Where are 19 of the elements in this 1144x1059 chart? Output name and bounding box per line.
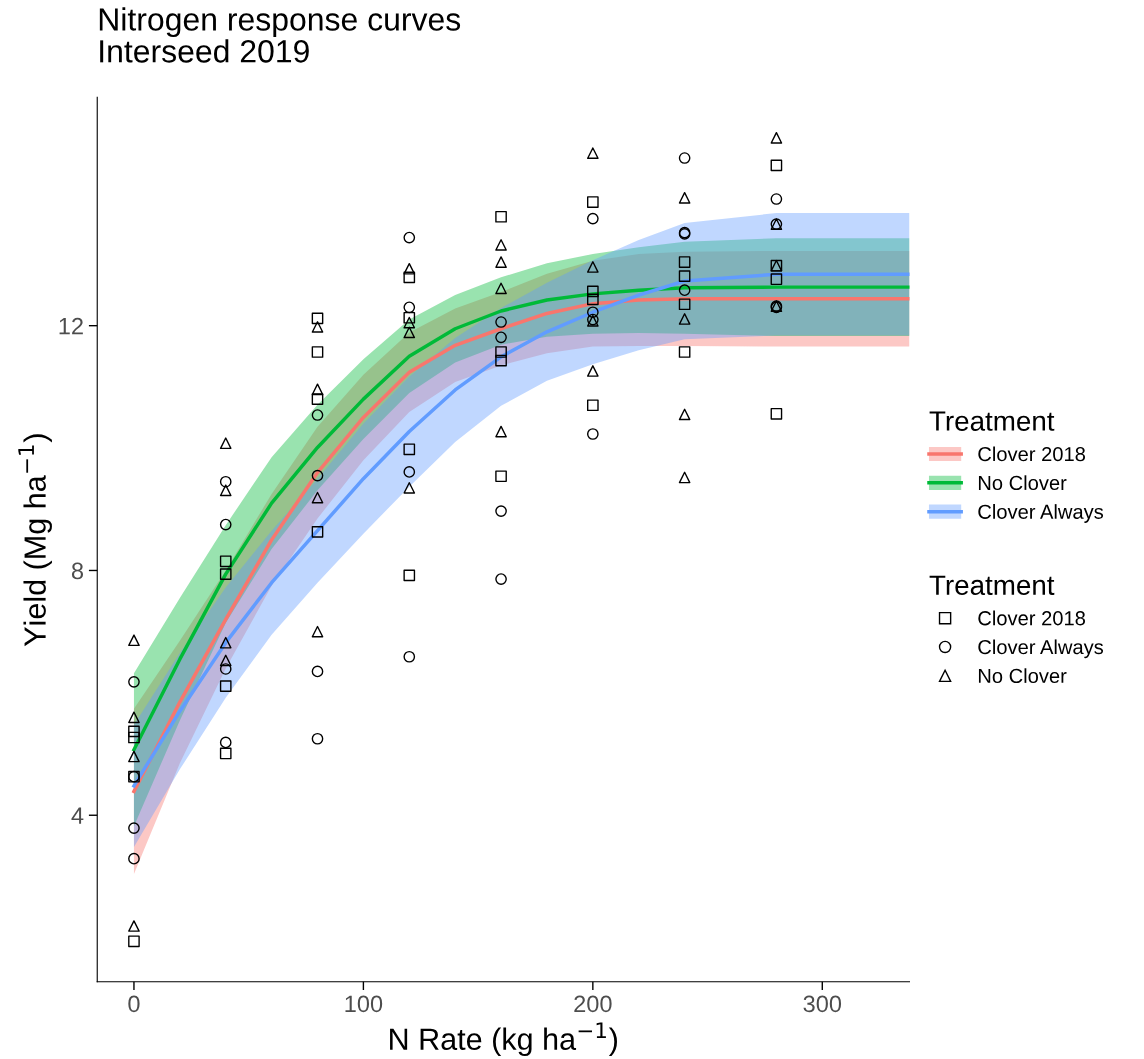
x-tick-label: 300	[803, 995, 842, 1013]
legend-label: No Clover	[978, 475, 1067, 491]
legend-label: Clover Always	[978, 504, 1104, 523]
x-axis-title: N Rate (kg ha$^{−1}$)	[390, 1022, 617, 1057]
y-tick-label: 8	[71, 562, 84, 580]
y-tick-label: 12	[59, 317, 83, 335]
legend-label: No Clover	[978, 668, 1067, 684]
chart-title: Nitrogen response curves	[99, 7, 461, 38]
x-tick-label: 200	[574, 995, 612, 1013]
legend-title: Treatment	[929, 411, 1055, 431]
x-tick-label: 0	[128, 995, 140, 1013]
chart-subtitle: Interseed 2019	[100, 39, 309, 63]
x-tick-label: 100	[345, 995, 383, 1013]
legend-label: Clover 2018	[978, 610, 1086, 626]
legend-label: Clover 2018	[978, 446, 1086, 462]
legend-label: Clover Always	[978, 639, 1104, 659]
text: Treatment	[929, 575, 1055, 596]
y-axis-title: Yield (Mg ha$^{−1}$)	[18, 434, 52, 647]
y-tick-label: 4	[71, 807, 84, 824]
